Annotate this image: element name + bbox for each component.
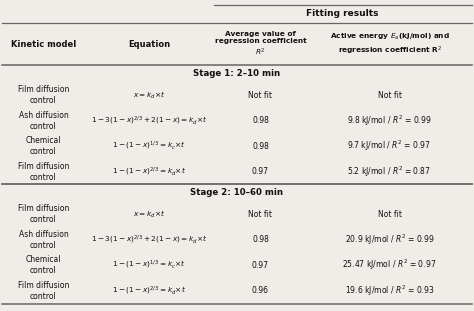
Text: Kinetic model: Kinetic model <box>11 40 76 49</box>
Text: $1-(1-x)^{1/3}= k_c{\times}t$: $1-(1-x)^{1/3}= k_c{\times}t$ <box>112 259 186 272</box>
Text: 0.96: 0.96 <box>252 286 269 295</box>
Text: Film diffusion
control: Film diffusion control <box>18 204 69 224</box>
Text: $x = k_d{\times}t$: $x = k_d{\times}t$ <box>133 209 165 220</box>
Text: Not fit: Not fit <box>248 91 273 100</box>
Text: 0.97: 0.97 <box>252 167 269 176</box>
Text: Film diffusion
control: Film diffusion control <box>18 162 69 182</box>
Text: Equation: Equation <box>128 40 170 49</box>
Text: Ash diffusion
control: Ash diffusion control <box>18 230 68 250</box>
Text: 9.8 kJ/mol / $R^2$ = 0.99: 9.8 kJ/mol / $R^2$ = 0.99 <box>347 114 432 128</box>
Text: 9.7 kJ/mol / $R^2$ = 0.97: 9.7 kJ/mol / $R^2$ = 0.97 <box>347 139 431 153</box>
Text: $1-3(1-x)^{2/3}+2(1-x)= k_d{\times}t$: $1-3(1-x)^{2/3}+2(1-x)= k_d{\times}t$ <box>91 114 207 127</box>
Text: 0.98: 0.98 <box>252 235 269 244</box>
Text: Film diffusion
control: Film diffusion control <box>18 85 69 105</box>
Text: 5.2 kJ/mol / $R^2$ = 0.87: 5.2 kJ/mol / $R^2$ = 0.87 <box>347 165 431 179</box>
Text: $x = k_d{\times}t$: $x = k_d{\times}t$ <box>133 90 165 101</box>
Text: Fitting results: Fitting results <box>306 10 379 18</box>
Text: 25.47 kJ/mol / $R^2$ = 0.97: 25.47 kJ/mol / $R^2$ = 0.97 <box>342 258 437 272</box>
Text: Not fit: Not fit <box>377 91 401 100</box>
Text: $1-3(1-x)^{2/3}+2(1-x)= k_d{\times}t$: $1-3(1-x)^{2/3}+2(1-x)= k_d{\times}t$ <box>91 234 207 246</box>
Text: 0.98: 0.98 <box>252 116 269 125</box>
Text: Stage 1: 2–10 min: Stage 1: 2–10 min <box>193 69 281 78</box>
Text: Not fit: Not fit <box>248 210 273 219</box>
Text: Stage 2: 10–60 min: Stage 2: 10–60 min <box>191 188 283 197</box>
Text: 0.98: 0.98 <box>252 142 269 151</box>
Text: Active energy $E_a$(kJ/mol) and
regression coefficient R$^2$: Active energy $E_a$(kJ/mol) and regressi… <box>329 32 449 57</box>
Text: 0.97: 0.97 <box>252 261 269 270</box>
Text: Film diffusion
control: Film diffusion control <box>18 281 69 301</box>
Text: $1-(1-x)^{1/3}= k_c{\times}t$: $1-(1-x)^{1/3}= k_c{\times}t$ <box>112 140 186 152</box>
Text: Average value of
regression coefficient
$R^2$: Average value of regression coefficient … <box>215 30 306 58</box>
Text: $1-(1-x)^{2/3}= k_d{\times}t$: $1-(1-x)^{2/3}= k_d{\times}t$ <box>112 165 186 178</box>
Text: Ash diffusion
control: Ash diffusion control <box>18 111 68 131</box>
Text: 20.9 kJ/mol / $R^2$ = 0.99: 20.9 kJ/mol / $R^2$ = 0.99 <box>345 233 434 247</box>
Text: Chemical
control: Chemical control <box>26 136 61 156</box>
Text: 19.6 kJ/mol / $R^2$ = 0.93: 19.6 kJ/mol / $R^2$ = 0.93 <box>345 284 434 298</box>
Text: Not fit: Not fit <box>377 210 401 219</box>
Text: Chemical
control: Chemical control <box>26 255 61 275</box>
Text: $1-(1-x)^{2/3}= k_d{\times}t$: $1-(1-x)^{2/3}= k_d{\times}t$ <box>112 285 186 297</box>
